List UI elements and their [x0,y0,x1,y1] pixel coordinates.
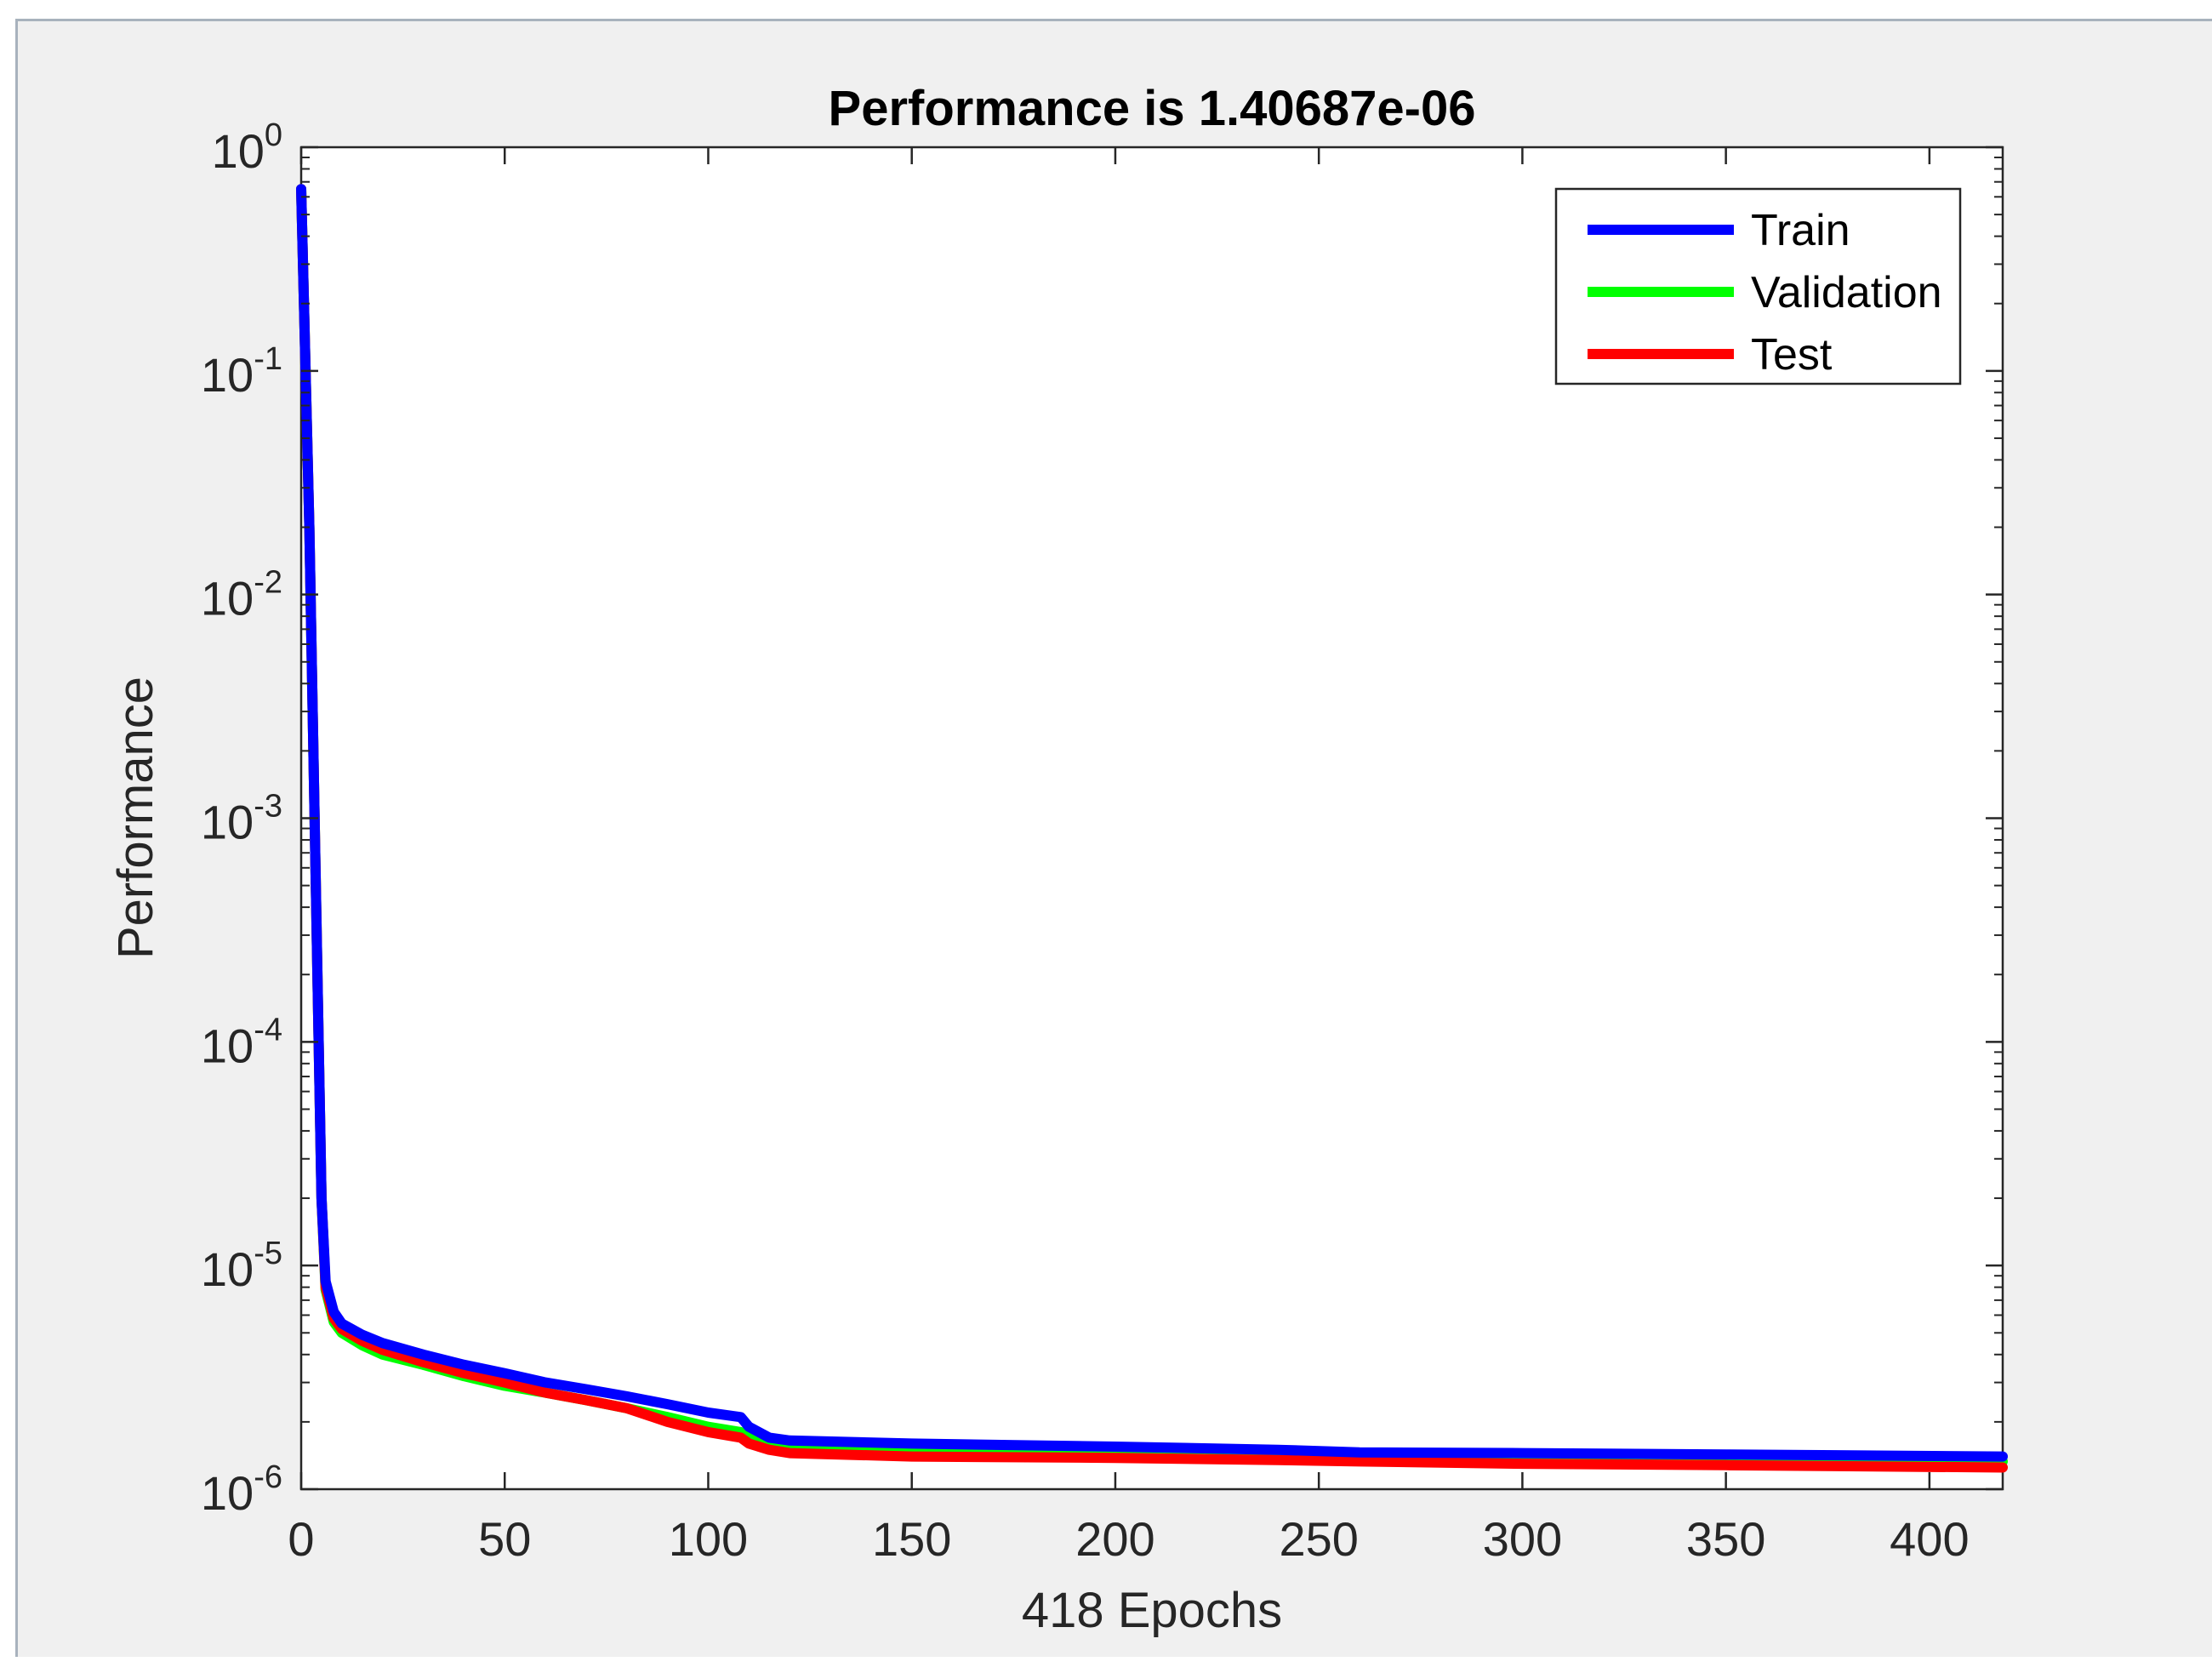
x-tick-label: 250 [1279,1512,1358,1566]
series-layer [296,184,2008,1473]
y-tick-label: 10-1 [201,341,282,402]
x-tick-label: 200 [1075,1512,1154,1566]
legend: Train Validation Test [1554,187,1962,385]
x-tick-label: 300 [1483,1512,1562,1566]
y-tick-label: 100 [212,117,282,178]
chart-title: Performance is 1.40687e-06 [829,81,1476,136]
legend-label-train: Train [1751,206,1850,255]
y-tick-label: 10-2 [201,565,282,625]
legend-label-test: Test [1751,330,1833,380]
y-tick-label: 10-6 [201,1459,282,1520]
y-axis-label: Performance [108,677,163,959]
x-tick-label: 150 [872,1512,951,1566]
x-tick-label: 50 [478,1512,531,1566]
x-tick-label: 350 [1686,1512,1765,1566]
y-tick-label: 10-5 [201,1236,282,1296]
y-tick-label: 10-4 [201,1012,282,1072]
x-tick-label: 100 [669,1512,748,1566]
x-tick-label: 400 [1890,1512,1969,1566]
tick-layer: 0 50 100 150 200 250 300 350 400 100 10-1 10-2 10-3 1… [201,117,2003,1566]
legend-label-validation: Validation [1751,268,1942,317]
y-tick-label: 10-3 [201,789,282,849]
performance-chart: 0 50 100 150 200 250 300 350 400 100 10-1 10-2 10-3 1… [108,81,2008,1638]
figure-window: 0 50 100 150 200 250 300 350 400 100 10-1 10-2 10-3 1… [15,19,2212,1657]
series-line-train [296,184,2008,1462]
x-axis-label: 418 Epochs [1022,1583,1282,1638]
x-tick-label: 0 [288,1512,314,1566]
